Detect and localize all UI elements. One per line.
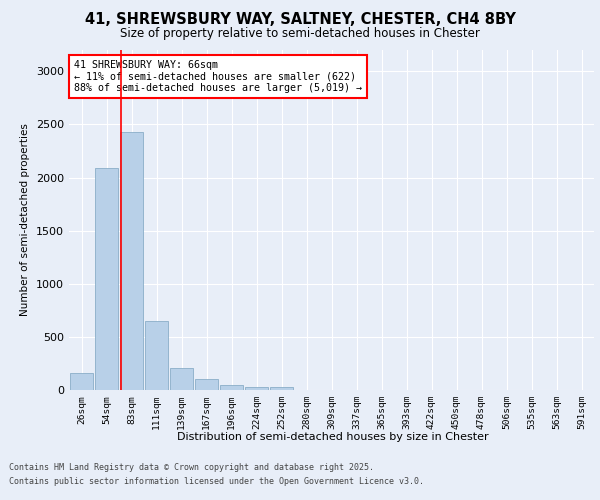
Text: Distribution of semi-detached houses by size in Chester: Distribution of semi-detached houses by … xyxy=(177,432,489,442)
Text: Contains HM Land Registry data © Crown copyright and database right 2025.: Contains HM Land Registry data © Crown c… xyxy=(9,464,374,472)
Bar xyxy=(95,168,118,390)
Bar xyxy=(220,384,243,390)
Text: Contains public sector information licensed under the Open Government Licence v3: Contains public sector information licen… xyxy=(9,477,424,486)
Bar xyxy=(70,373,93,390)
Bar xyxy=(270,388,293,390)
Bar xyxy=(120,132,143,390)
Bar xyxy=(145,321,168,390)
Y-axis label: Number of semi-detached properties: Number of semi-detached properties xyxy=(20,124,31,316)
Bar xyxy=(195,380,218,390)
Text: 41, SHREWSBURY WAY, SALTNEY, CHESTER, CH4 8BY: 41, SHREWSBURY WAY, SALTNEY, CHESTER, CH… xyxy=(85,12,515,28)
Bar xyxy=(245,387,268,390)
Text: Size of property relative to semi-detached houses in Chester: Size of property relative to semi-detach… xyxy=(120,28,480,40)
Bar xyxy=(170,368,193,390)
Text: 41 SHREWSBURY WAY: 66sqm
← 11% of semi-detached houses are smaller (622)
88% of : 41 SHREWSBURY WAY: 66sqm ← 11% of semi-d… xyxy=(74,60,362,94)
